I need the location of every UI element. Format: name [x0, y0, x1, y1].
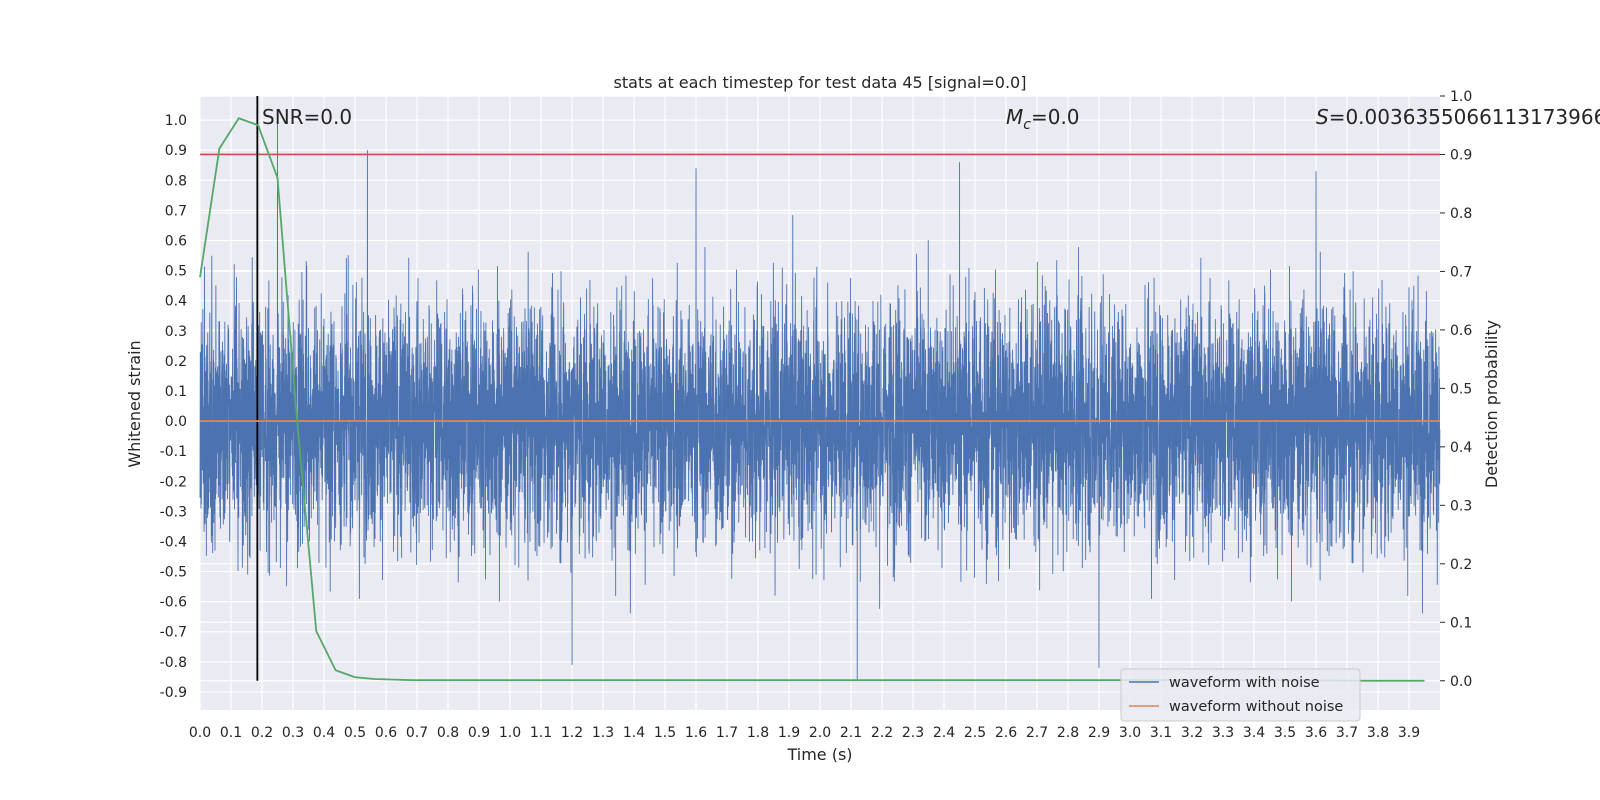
x-tick-label: 2.5 — [964, 725, 986, 741]
x-tick-label: 1.8 — [747, 725, 769, 741]
y-axis-label: Whitened strain — [125, 340, 144, 467]
x-tick-label: 0.5 — [344, 725, 366, 741]
x-tick-label: 0.9 — [468, 725, 490, 741]
y-tick-label: 0.0 — [165, 414, 187, 430]
y-tick-label: 0.2 — [165, 354, 187, 370]
y2-tick-label: 0.1 — [1450, 615, 1472, 631]
chirp-mass-subscript: c — [1023, 117, 1031, 133]
y-tick-label: -0.6 — [160, 595, 187, 611]
x-tick-label: 3.1 — [1150, 725, 1172, 741]
y-tick-label: 0.6 — [165, 233, 187, 249]
y-tick-label: -0.7 — [160, 625, 187, 641]
x-tick-label: 0.0 — [189, 725, 211, 741]
y-tick-label: 0.1 — [165, 384, 187, 400]
y-tick-label: 1.0 — [165, 113, 187, 129]
x-tick-labels: 0.0 0.1 0.2 0.3 0.4 0.5 0.6 0.7 0.8 0.9 1.0 1.1 1.2 1… — [189, 725, 1420, 741]
y2-tick-label: 0.7 — [1450, 264, 1472, 280]
x-tick-label: 3.7 — [1336, 725, 1358, 741]
y-tick-label: -0.9 — [160, 685, 187, 701]
chart-title: stats at each timestep for test data 45 … — [614, 73, 1027, 92]
x-axis-label: Time (s) — [786, 745, 852, 764]
y-tick-label: -0.2 — [160, 474, 187, 490]
x-tick-label: 2.0 — [809, 725, 831, 741]
x-tick-label: 1.9 — [778, 725, 800, 741]
y2-tick-label: 0.6 — [1450, 323, 1472, 339]
x-tick-label: 1.0 — [499, 725, 521, 741]
x-tick-label: 1.7 — [716, 725, 738, 741]
y2-tick-label: 0.2 — [1450, 557, 1472, 573]
x-tick-label: 0.3 — [282, 725, 304, 741]
x-tick-label: 2.8 — [1057, 725, 1079, 741]
x-tick-label: 3.9 — [1398, 725, 1420, 741]
x-tick-label: 0.7 — [406, 725, 428, 741]
legend: waveform with noise waveform without noi… — [1120, 668, 1361, 722]
chirp-mass-symbol: M — [1006, 105, 1023, 129]
x-tick-label: 1.5 — [654, 725, 676, 741]
x-tick-label: 1.6 — [685, 725, 707, 741]
x-tick-label: 2.9 — [1088, 725, 1110, 741]
y2-tick-label: 0.8 — [1450, 206, 1472, 222]
y2-tick-label: 0.9 — [1450, 147, 1472, 163]
chirp-mass-value: =0.0 — [1031, 105, 1080, 129]
x-tick-label: 3.6 — [1305, 725, 1327, 741]
x-tick-label: 0.6 — [375, 725, 397, 741]
noise-waveform-path — [199, 120, 1441, 680]
series-waveform-with-noise — [199, 120, 1441, 680]
y2-tick-label: 0.5 — [1450, 381, 1472, 397]
y-tick-label: 0.4 — [165, 294, 187, 310]
y2-tick-labels: 1.0 0.9 0.8 0.7 0.6 0.5 0.4 0.3 0.2 0.1 0.0 — [1440, 89, 1472, 690]
x-tick-label: 3.2 — [1181, 725, 1203, 741]
x-tick-label: 3.3 — [1212, 725, 1234, 741]
snr-statistic-annotation: S=0.0036355066113173966 — [1316, 105, 1600, 129]
x-tick-label: 1.3 — [592, 725, 614, 741]
x-tick-label: 0.8 — [437, 725, 459, 741]
x-tick-label: 3.8 — [1367, 725, 1389, 741]
legend-label-clean: waveform without noise — [1169, 699, 1343, 715]
chirp-mass-annotation: Mc=0.0 — [1006, 105, 1080, 133]
x-tick-label: 2.3 — [902, 725, 924, 741]
x-tick-label: 3.0 — [1119, 725, 1141, 741]
x-tick-label: 2.6 — [995, 725, 1017, 741]
y-tick-label: 0.8 — [165, 173, 187, 189]
y-tick-label: -0.4 — [160, 534, 187, 550]
y-tick-label: 0.5 — [165, 264, 187, 280]
x-tick-label: 3.5 — [1274, 725, 1296, 741]
x-tick-label: 1.1 — [530, 725, 552, 741]
y2-axis-label: Detection probability — [1482, 320, 1501, 488]
statistic-symbol: S — [1316, 105, 1329, 129]
y-tick-label: -0.3 — [160, 504, 187, 520]
x-tick-label: 2.1 — [840, 725, 862, 741]
x-tick-label: 0.4 — [313, 725, 335, 741]
legend-label-noise: waveform with noise — [1169, 675, 1320, 691]
x-tick-label: 0.2 — [251, 725, 273, 741]
x-tick-label: 2.2 — [871, 725, 893, 741]
x-tick-label: 2.7 — [1026, 725, 1048, 741]
y-tick-label: -0.5 — [160, 565, 187, 581]
snr-annotation: SNR=0.0 — [262, 105, 352, 129]
y2-tick-label: 0.4 — [1450, 440, 1472, 456]
x-tick-label: 2.4 — [933, 725, 955, 741]
x-tick-label: 0.1 — [220, 725, 242, 741]
x-tick-label: 1.2 — [561, 725, 583, 741]
legend-box — [1120, 668, 1361, 722]
y-tick-label: -0.8 — [160, 655, 187, 671]
y2-tick-label: 1.0 — [1450, 89, 1472, 105]
y-tick-label: 0.7 — [165, 203, 187, 219]
x-tick-label: 3.4 — [1243, 725, 1265, 741]
statistic-value: =0.0036355066113173966 — [1329, 105, 1600, 129]
y-tick-labels: 1.0 0.9 0.8 0.7 0.6 0.5 0.4 0.3 0.2 0.1 0.0 -0.1 -0.… — [160, 113, 187, 701]
y-tick-label: 0.3 — [165, 324, 187, 340]
reference-lines — [200, 96, 1440, 681]
y2-tick-label: 0.0 — [1450, 674, 1472, 690]
y2-tick-label: 0.3 — [1450, 498, 1472, 514]
y-tick-label: 0.9 — [165, 143, 187, 159]
x-tick-label: 1.4 — [623, 725, 645, 741]
y-tick-label: -0.1 — [160, 444, 187, 460]
